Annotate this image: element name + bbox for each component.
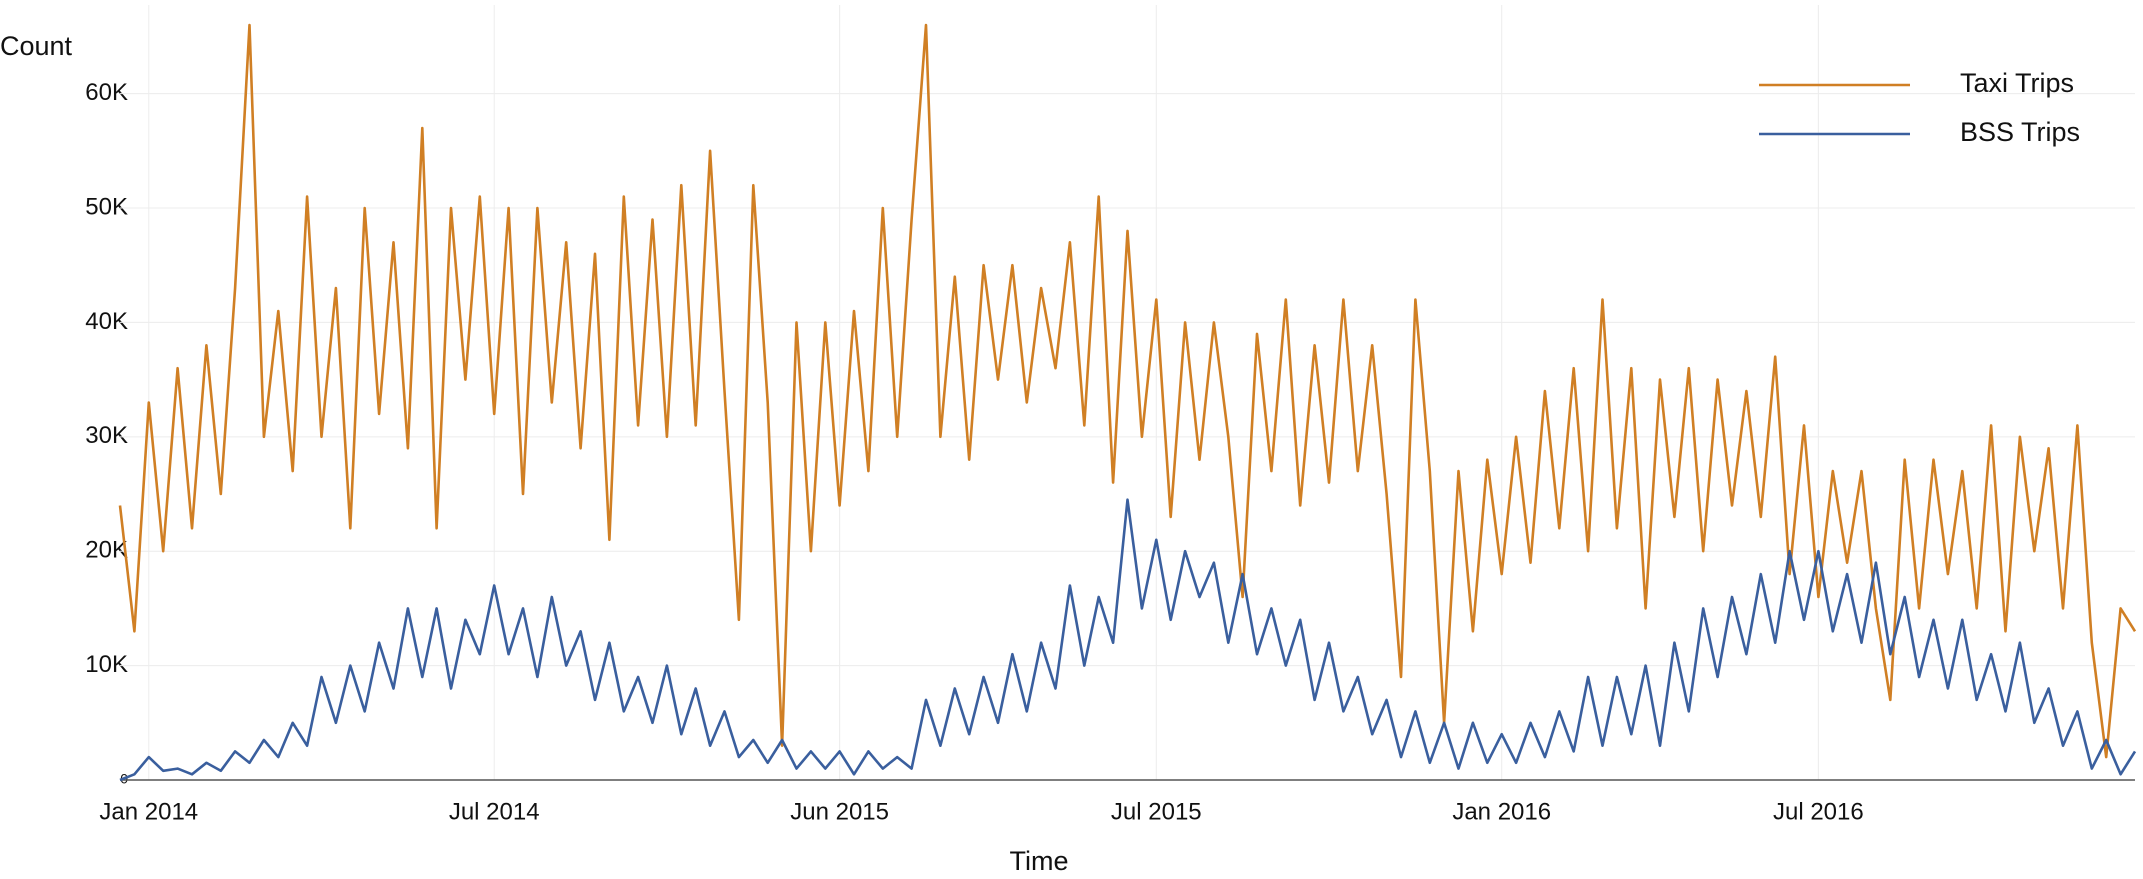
- series-line: [119, 498, 2137, 782]
- y-tick-label: 30K: [85, 422, 128, 449]
- x-tick-label: Jan 2014: [99, 798, 198, 825]
- series-line: [118, 23, 2137, 759]
- x-tick-label: Jan 2016: [1452, 798, 1551, 825]
- x-tick-label: Jul 2015: [1111, 798, 1202, 825]
- y-tick-label: 50K: [85, 193, 128, 220]
- y-tick-label: 40K: [85, 308, 128, 335]
- y-axis-label: Count: [0, 31, 73, 61]
- x-tick-label: Jul 2016: [1773, 798, 1864, 825]
- x-tick-label: Jul 2014: [449, 798, 540, 825]
- y-tick-label: 20K: [85, 537, 128, 564]
- y-tick-label: 60K: [85, 79, 128, 106]
- legend-label: BSS Trips: [1960, 117, 2080, 147]
- x-tick-label: Jun 2015: [790, 798, 889, 825]
- legend-label: Taxi Trips: [1960, 68, 2074, 98]
- y-tick-label: 10K: [85, 651, 128, 678]
- x-axis-label: Time: [1010, 846, 1069, 876]
